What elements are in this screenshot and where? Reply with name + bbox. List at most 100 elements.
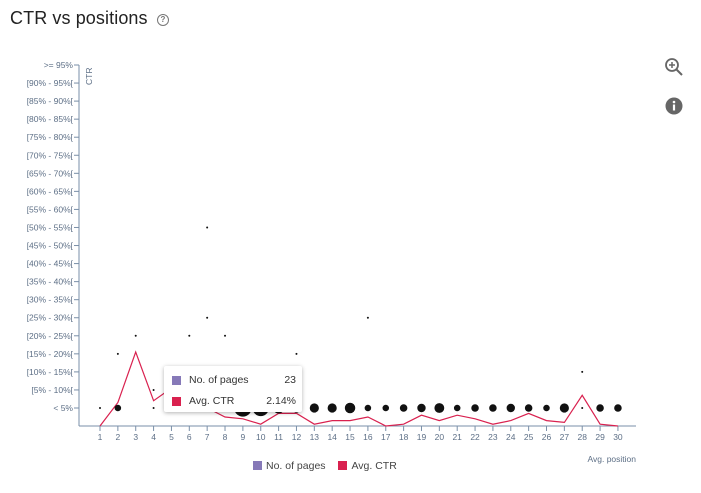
y-tick-label: [65% - 70%[ — [27, 168, 74, 178]
page-count-point[interactable] — [506, 403, 515, 413]
legend-label: Avg. CTR — [351, 460, 397, 472]
legend-swatch — [338, 461, 348, 470]
y-tick-label: [10% - 15%[ — [27, 367, 74, 377]
page-count-point[interactable] — [188, 334, 191, 337]
x-tick-label: 21 — [452, 432, 462, 442]
page-title: CTR vs positions — [10, 8, 148, 28]
chart-legend: No. of pages Avg. CTR — [253, 460, 407, 472]
x-tick-label: 7 — [205, 432, 210, 442]
tooltip-row-pages: No. of pages 23 — [172, 374, 296, 388]
x-tick-label: 11 — [274, 432, 283, 442]
x-tick-label: 23 — [488, 432, 498, 442]
x-tick-label: 25 — [524, 432, 534, 442]
y-tick-label: [15% - 20%[ — [27, 349, 74, 359]
x-tick-label: 13 — [310, 432, 320, 442]
page-count-point[interactable] — [99, 407, 101, 409]
page-count-point[interactable] — [559, 403, 569, 413]
y-tick-label: [85% - 90%[ — [27, 96, 74, 106]
page-count-point[interactable] — [366, 316, 369, 319]
page-count-point[interactable] — [434, 403, 445, 413]
x-tick-label: 14 — [327, 432, 337, 442]
page-count-point[interactable] — [206, 226, 209, 229]
y-axis-label: CTR — [84, 68, 94, 85]
legend-label: No. of pages — [266, 460, 326, 472]
x-tick-label: 19 — [417, 432, 427, 442]
page-count-point[interactable] — [581, 370, 584, 373]
legend-swatch — [253, 461, 262, 470]
legend-item-pages[interactable]: No. of pages — [253, 460, 326, 472]
page-count-point[interactable] — [453, 404, 461, 412]
y-axis: < 5% [5% - 10%[[10% - 15%[[15% - 20%[[20%… — [27, 60, 80, 426]
tooltip-label: No. of pages — [189, 374, 249, 386]
legend-item-ctr[interactable]: Avg. CTR — [338, 460, 397, 472]
page-count-point[interactable] — [524, 404, 533, 412]
chart-tooltip: No. of pages 23 Avg. CTR 2.14% — [164, 366, 302, 412]
y-tick-label: [25% - 30%[ — [27, 313, 74, 323]
page-count-point[interactable] — [224, 334, 227, 337]
page-count-point[interactable] — [114, 404, 122, 412]
y-tick-label: [35% - 40%[ — [27, 277, 74, 287]
x-tick-label: 24 — [506, 432, 516, 442]
y-tick-label: [75% - 80%[ — [27, 132, 74, 142]
y-tick-label: [70% - 75%[ — [27, 150, 74, 160]
page-count-point[interactable] — [581, 407, 584, 409]
page-count-point[interactable] — [364, 404, 372, 412]
y-tick-label: [55% - 60%[ — [27, 204, 74, 214]
page-count-point[interactable] — [344, 402, 356, 414]
x-tick-label: 6 — [187, 432, 192, 442]
y-tick-label: [45% - 50%[ — [27, 241, 74, 251]
page-count-point[interactable] — [206, 316, 209, 319]
x-axis-label: Avg. position — [587, 454, 636, 464]
y-tick-label: [90% - 95%[ — [27, 78, 74, 88]
x-tick-label: 4 — [151, 432, 156, 442]
page-count-point[interactable] — [382, 404, 390, 412]
x-tick-label: 30 — [613, 432, 623, 442]
pages-swatch — [172, 376, 181, 385]
y-tick-label: [50% - 55%[ — [27, 222, 74, 232]
x-tick-label: 15 — [345, 432, 355, 442]
y-tick-label: < 5% — [53, 403, 73, 413]
page-count-point[interactable] — [327, 403, 337, 413]
x-tick-label: 8 — [223, 432, 228, 442]
tooltip-label: Avg. CTR — [189, 395, 235, 407]
tooltip-value: 23 — [284, 374, 296, 386]
x-tick-label: 10 — [256, 432, 266, 442]
y-tick-label: [80% - 85%[ — [27, 114, 74, 124]
page-count-point[interactable] — [489, 404, 497, 412]
page-count-point[interactable] — [116, 352, 119, 355]
question-circle-icon[interactable]: ? — [157, 14, 169, 26]
x-axis: 1 2 3 4 5 6 7 8 9 10 11 12 13 14 15 16 17 18 19 20 21 22 23 24 2… — [79, 425, 636, 442]
page-count-point[interactable] — [134, 334, 137, 337]
page-count-point[interactable] — [295, 352, 298, 355]
ctr-swatch — [172, 397, 181, 406]
zoom-in-icon[interactable] — [664, 57, 684, 77]
info-icon[interactable] — [665, 97, 683, 115]
x-tick-label: 18 — [399, 432, 409, 442]
x-tick-label: 12 — [292, 432, 302, 442]
x-tick-label: 1 — [98, 432, 103, 442]
x-tick-label: 17 — [381, 432, 391, 442]
x-tick-label: 9 — [241, 432, 246, 442]
page-count-point[interactable] — [417, 403, 426, 413]
x-tick-label: 28 — [577, 432, 587, 442]
y-tick-label: [40% - 45%[ — [27, 259, 74, 269]
x-tick-label: 5 — [169, 432, 174, 442]
x-tick-label: 20 — [435, 432, 445, 442]
page-count-point[interactable] — [152, 407, 155, 409]
page-count-point[interactable] — [399, 404, 408, 412]
page-count-point[interactable] — [471, 404, 479, 412]
y-tick-label: >= 95% — [44, 60, 74, 70]
page-count-point[interactable] — [152, 388, 155, 391]
page-count-point[interactable] — [309, 403, 319, 413]
x-tick-label: 3 — [133, 432, 138, 442]
page-count-point[interactable] — [543, 404, 550, 412]
page-count-point[interactable] — [614, 404, 622, 412]
x-tick-label: 2 — [115, 432, 120, 442]
x-tick-label: 22 — [470, 432, 480, 442]
x-tick-label: 16 — [363, 432, 373, 442]
x-tick-label: 29 — [595, 432, 605, 442]
y-tick-label: [5% - 10%[ — [31, 385, 73, 395]
page-count-point[interactable] — [596, 404, 604, 412]
y-tick-label: [60% - 65%[ — [27, 186, 74, 196]
